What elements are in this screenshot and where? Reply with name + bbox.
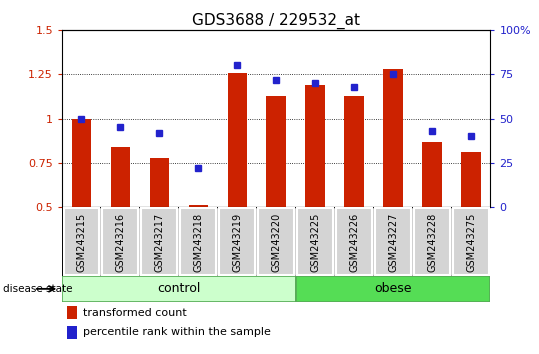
Bar — [453, 209, 489, 275]
Bar — [102, 209, 139, 275]
Text: GSM243225: GSM243225 — [310, 213, 320, 272]
Bar — [227, 73, 247, 207]
Text: GSM243217: GSM243217 — [154, 213, 164, 272]
Text: percentile rank within the sample: percentile rank within the sample — [83, 327, 271, 337]
Bar — [189, 205, 208, 207]
Bar — [298, 209, 333, 275]
Bar — [181, 209, 216, 275]
Bar — [306, 85, 325, 207]
Bar — [67, 326, 77, 339]
Bar — [383, 69, 403, 207]
Bar — [110, 147, 130, 207]
Text: GSM243227: GSM243227 — [388, 213, 398, 272]
Bar — [64, 209, 99, 275]
Title: GDS3688 / 229532_at: GDS3688 / 229532_at — [192, 12, 360, 29]
Text: control: control — [157, 282, 201, 295]
Text: GSM243216: GSM243216 — [115, 213, 126, 272]
Bar — [423, 142, 442, 207]
Bar — [258, 209, 294, 275]
Bar — [344, 96, 364, 207]
Bar — [336, 209, 372, 275]
Bar — [461, 152, 481, 207]
Bar — [62, 276, 296, 302]
Text: GSM243275: GSM243275 — [466, 213, 476, 272]
Text: obese: obese — [375, 282, 412, 295]
Bar — [72, 119, 91, 207]
Text: GSM243219: GSM243219 — [232, 213, 243, 272]
Text: GSM243228: GSM243228 — [427, 213, 437, 272]
Bar — [150, 158, 169, 207]
Text: GSM243220: GSM243220 — [271, 213, 281, 272]
Bar — [219, 209, 255, 275]
Text: GSM243226: GSM243226 — [349, 213, 359, 272]
Bar — [67, 306, 77, 319]
Text: GSM243215: GSM243215 — [77, 213, 86, 272]
Bar — [414, 209, 450, 275]
Bar — [266, 96, 286, 207]
Text: disease state: disease state — [3, 284, 72, 294]
Text: GSM243218: GSM243218 — [194, 213, 203, 272]
Bar — [141, 209, 177, 275]
Bar — [375, 209, 411, 275]
Bar — [296, 276, 490, 302]
Text: transformed count: transformed count — [83, 308, 187, 318]
